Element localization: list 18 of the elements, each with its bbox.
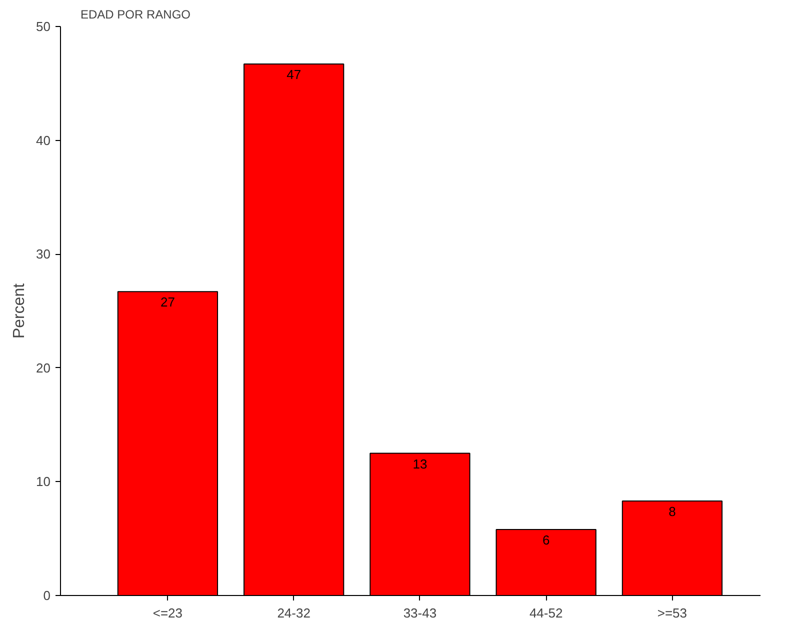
data-label: 27 bbox=[160, 294, 175, 310]
y-tick-label: 0 bbox=[43, 588, 51, 603]
y-tick-label: 20 bbox=[36, 360, 51, 376]
y-tick-label: 10 bbox=[36, 474, 51, 490]
data-label: 47 bbox=[286, 67, 302, 82]
x-tick-label: 44-52 bbox=[529, 606, 563, 620]
x-tick-label: 24-32 bbox=[277, 606, 310, 620]
chart-title: EDAD POR RANGO bbox=[80, 8, 191, 22]
x-tick-label: 33-43 bbox=[403, 606, 437, 620]
data-label: 8 bbox=[668, 504, 676, 520]
y-tick-label: 50 bbox=[36, 19, 51, 34]
y-axis-title: Percent bbox=[11, 282, 28, 339]
y-tick-label: 40 bbox=[36, 132, 51, 148]
x-tick-label: >=53 bbox=[657, 606, 688, 620]
x-tick-label: <=23 bbox=[152, 606, 183, 620]
data-label: 13 bbox=[412, 456, 428, 472]
y-tick-label: 30 bbox=[36, 246, 51, 262]
data-label: 6 bbox=[542, 532, 550, 548]
